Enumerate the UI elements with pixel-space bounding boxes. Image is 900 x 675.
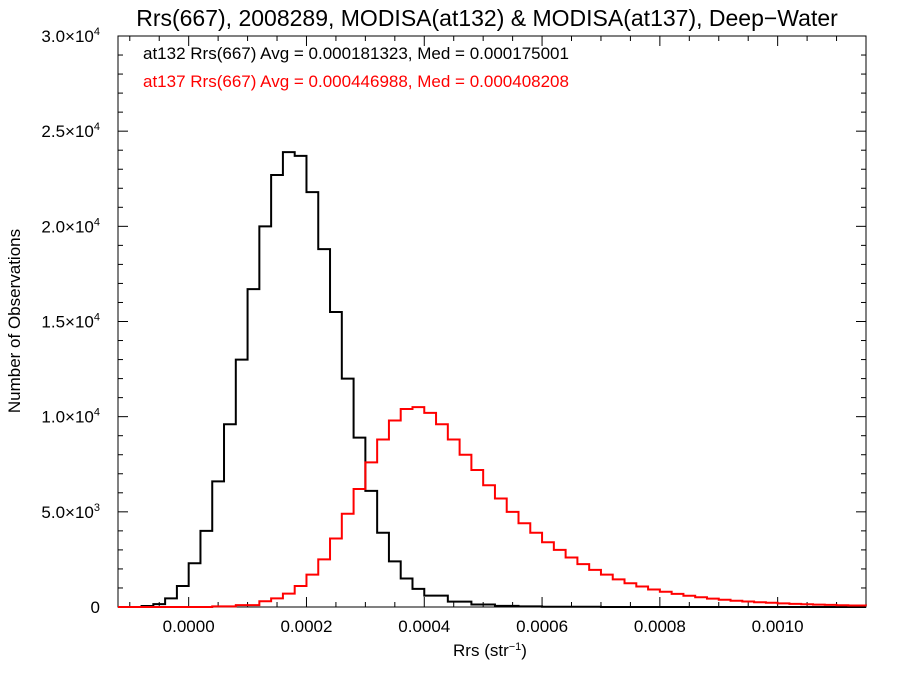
y-tick-exponent: 4 — [94, 407, 100, 419]
y-tick-mantissa: 2.5×10 — [41, 122, 93, 141]
y-tick-mantissa: 1.5×10 — [41, 313, 93, 332]
x-tick-label: 0.0008 — [634, 617, 686, 636]
axis-ticks: 0.0000 0.0002 0.0004 0.0006 0.0008 0.0010 0 5.0… — [41, 26, 867, 636]
x-axis-label-close: ) — [521, 641, 527, 660]
x-tick-label: 0.0006 — [516, 617, 568, 636]
x-axis-label-text: Rrs (str — [453, 641, 509, 660]
y-tick-mantissa: 0 — [91, 598, 100, 617]
x-tick-label: 0.0000 — [163, 617, 215, 636]
x-tick-label: 0.0010 — [752, 617, 804, 636]
x-tick-label: 0.0004 — [398, 617, 450, 636]
plot-frame — [117, 35, 867, 608]
x-tick-label: 0.0002 — [280, 617, 332, 636]
y-tick-exponent: 4 — [94, 216, 100, 228]
y-tick-exponent: 4 — [94, 121, 100, 133]
y-tick-label: 3.0×104 — [41, 26, 100, 46]
chart-title: Rrs(667), 2008289, MODISA(at132) & MODIS… — [136, 5, 838, 31]
y-tick-mantissa: 1.0×10 — [41, 408, 93, 427]
y-tick-mantissa: 3.0×10 — [41, 27, 93, 46]
y-tick-exponent: 4 — [94, 26, 100, 38]
y-tick-exponent: 3 — [94, 502, 100, 514]
stats-annotation: at132 Rrs(667) Avg = 0.000181323, Med = … — [143, 44, 569, 63]
y-tick-mantissa: 2.0×10 — [41, 217, 93, 236]
histogram-series-at137 — [118, 406, 867, 608]
series-layer — [118, 151, 867, 608]
y-tick-label: 0 — [91, 598, 100, 617]
y-tick-label: 2.5×104 — [41, 121, 100, 141]
x-axis-label: Rrs (str−1) — [453, 641, 527, 660]
x-axis-label-superscript: −1 — [509, 641, 522, 653]
y-axis-label: Number of Observations — [5, 229, 24, 413]
y-tick-label: 5.0×103 — [41, 502, 100, 522]
y-tick-mantissa: 5.0×10 — [41, 503, 93, 522]
y-tick-label: 1.5×104 — [41, 312, 100, 332]
y-tick-exponent: 4 — [94, 312, 100, 324]
annotations: at132 Rrs(667) Avg = 0.000181323, Med = … — [143, 44, 569, 91]
histogram-series-at132 — [118, 151, 866, 608]
stats-annotation: at137 Rrs(667) Avg = 0.000446988, Med = … — [143, 72, 569, 91]
y-tick-label: 1.0×104 — [41, 407, 100, 427]
y-tick-label: 2.0×104 — [41, 216, 100, 236]
